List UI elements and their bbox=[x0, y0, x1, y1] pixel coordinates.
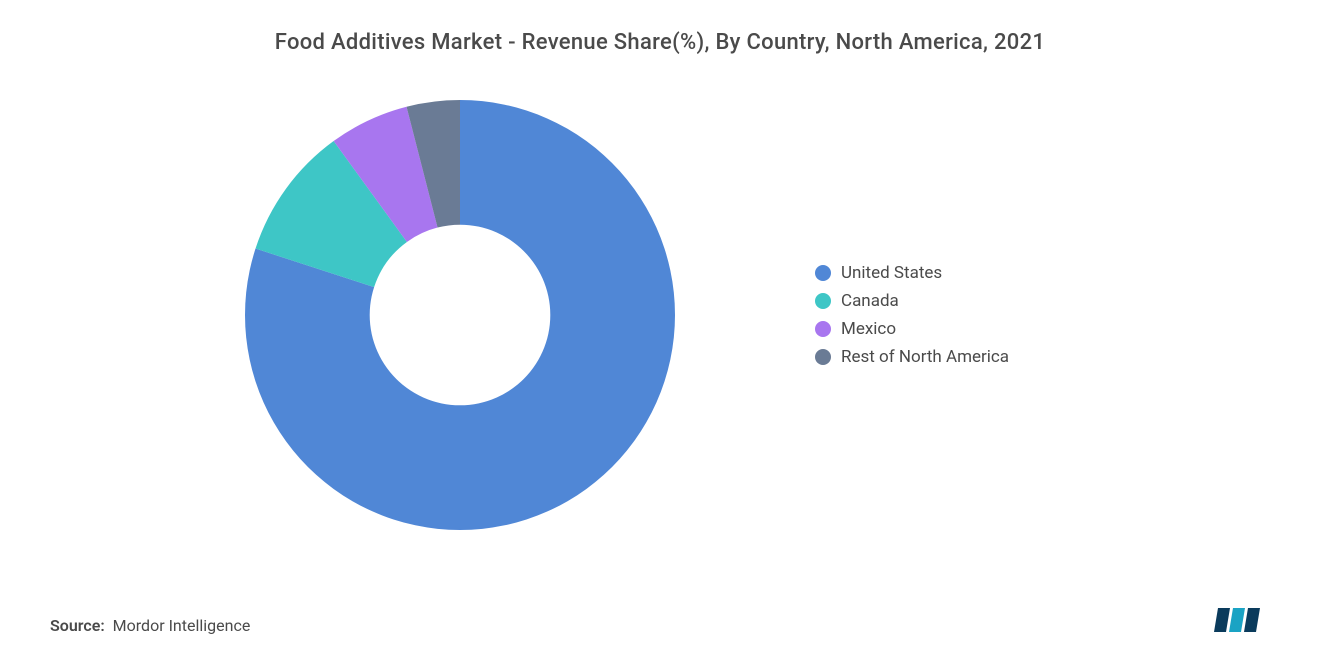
source-prefix: Source: bbox=[50, 616, 105, 635]
legend-label: United States bbox=[841, 263, 942, 283]
legend-label: Mexico bbox=[841, 319, 896, 339]
legend-swatch bbox=[815, 349, 831, 365]
legend-item: Mexico bbox=[815, 319, 1075, 339]
donut-chart bbox=[245, 100, 675, 530]
brand-logo bbox=[1212, 600, 1270, 640]
legend-label: Canada bbox=[841, 291, 899, 311]
chart-title: Food Additives Market - Revenue Share(%)… bbox=[50, 30, 1270, 55]
legend-swatch bbox=[815, 293, 831, 309]
legend: United States Canada Mexico Rest of North A… bbox=[815, 263, 1075, 367]
legend-item: United States bbox=[815, 263, 1075, 283]
chart-body: United States Canada Mexico Rest of North A… bbox=[50, 85, 1270, 545]
legend-swatch bbox=[815, 265, 831, 281]
legend-swatch bbox=[815, 321, 831, 337]
donut-svg bbox=[245, 100, 675, 530]
legend-label: Rest of North America bbox=[841, 347, 1009, 367]
source-attribution: Source: Mordor Intelligence bbox=[50, 616, 250, 635]
legend-item: Canada bbox=[815, 291, 1075, 311]
chart-container: Food Additives Market - Revenue Share(%)… bbox=[0, 0, 1320, 665]
legend-item: Rest of North America bbox=[815, 347, 1075, 367]
source-text: Mordor Intelligence bbox=[113, 616, 251, 635]
logo-bars bbox=[1214, 608, 1260, 632]
